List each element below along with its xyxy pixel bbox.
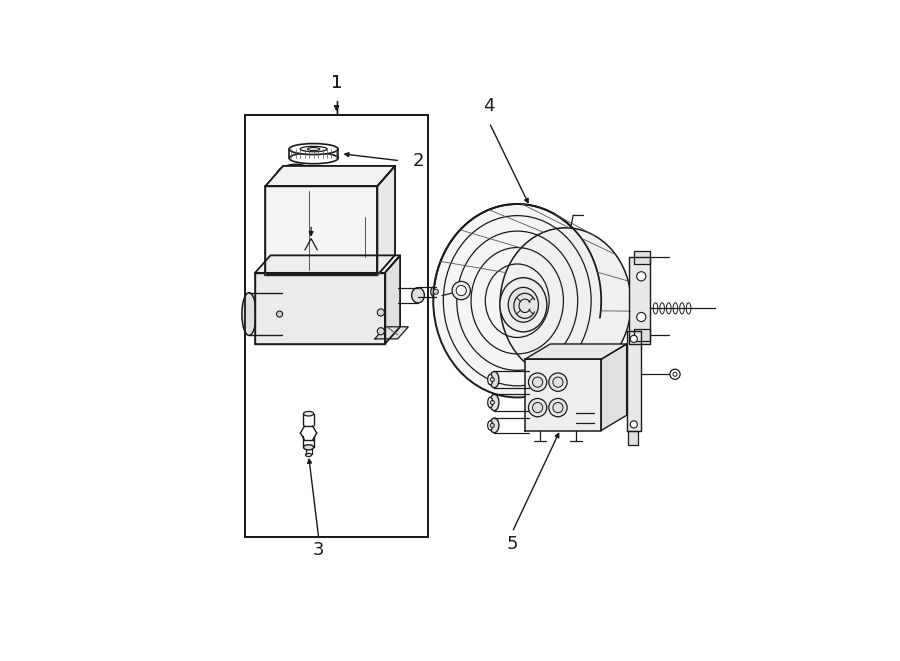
Polygon shape bbox=[525, 360, 601, 430]
Circle shape bbox=[377, 309, 384, 316]
Ellipse shape bbox=[282, 167, 310, 182]
Polygon shape bbox=[628, 258, 651, 344]
Circle shape bbox=[670, 369, 680, 379]
Circle shape bbox=[491, 401, 494, 405]
Circle shape bbox=[553, 403, 563, 412]
Circle shape bbox=[528, 373, 547, 391]
Polygon shape bbox=[385, 255, 400, 344]
Polygon shape bbox=[255, 255, 400, 273]
Text: 2: 2 bbox=[413, 152, 425, 170]
Polygon shape bbox=[266, 166, 395, 186]
Circle shape bbox=[491, 377, 494, 381]
Ellipse shape bbox=[411, 288, 424, 303]
Circle shape bbox=[491, 424, 494, 428]
Ellipse shape bbox=[490, 371, 499, 388]
Ellipse shape bbox=[305, 453, 311, 457]
Text: 4: 4 bbox=[483, 97, 495, 115]
Ellipse shape bbox=[508, 288, 538, 322]
Ellipse shape bbox=[433, 204, 601, 397]
Circle shape bbox=[549, 399, 567, 417]
Ellipse shape bbox=[303, 445, 313, 450]
Polygon shape bbox=[377, 166, 395, 275]
Text: 3: 3 bbox=[313, 541, 325, 559]
Ellipse shape bbox=[490, 395, 499, 410]
Polygon shape bbox=[374, 327, 409, 339]
Ellipse shape bbox=[500, 278, 547, 332]
Polygon shape bbox=[255, 273, 385, 344]
Ellipse shape bbox=[488, 375, 493, 385]
Ellipse shape bbox=[500, 228, 631, 379]
Ellipse shape bbox=[488, 421, 493, 430]
Polygon shape bbox=[634, 251, 651, 264]
Text: 1: 1 bbox=[331, 74, 342, 92]
Ellipse shape bbox=[488, 397, 493, 408]
Ellipse shape bbox=[242, 293, 256, 335]
Circle shape bbox=[452, 282, 471, 299]
Ellipse shape bbox=[276, 165, 315, 186]
Text: 1: 1 bbox=[331, 74, 342, 92]
Ellipse shape bbox=[490, 418, 499, 433]
Polygon shape bbox=[266, 186, 377, 275]
Circle shape bbox=[549, 373, 567, 391]
Circle shape bbox=[533, 403, 543, 412]
Circle shape bbox=[630, 421, 637, 428]
Ellipse shape bbox=[289, 143, 338, 155]
Circle shape bbox=[636, 313, 646, 322]
Circle shape bbox=[727, 303, 737, 313]
Circle shape bbox=[553, 377, 563, 387]
Ellipse shape bbox=[431, 286, 441, 297]
Circle shape bbox=[636, 272, 646, 281]
Circle shape bbox=[729, 306, 734, 311]
Bar bbox=[245, 115, 428, 537]
Ellipse shape bbox=[303, 411, 313, 416]
Ellipse shape bbox=[289, 153, 338, 164]
Circle shape bbox=[456, 286, 466, 295]
Circle shape bbox=[433, 289, 438, 294]
Polygon shape bbox=[525, 344, 626, 360]
Polygon shape bbox=[634, 329, 651, 342]
Text: 5: 5 bbox=[507, 535, 517, 553]
Ellipse shape bbox=[276, 296, 288, 332]
Ellipse shape bbox=[288, 171, 304, 180]
Circle shape bbox=[630, 335, 637, 342]
Bar bbox=[245, 115, 428, 537]
Polygon shape bbox=[626, 331, 641, 430]
Polygon shape bbox=[628, 430, 638, 445]
Circle shape bbox=[528, 399, 547, 417]
Circle shape bbox=[533, 377, 543, 387]
Polygon shape bbox=[601, 344, 626, 430]
Circle shape bbox=[377, 328, 384, 335]
Circle shape bbox=[276, 311, 283, 317]
